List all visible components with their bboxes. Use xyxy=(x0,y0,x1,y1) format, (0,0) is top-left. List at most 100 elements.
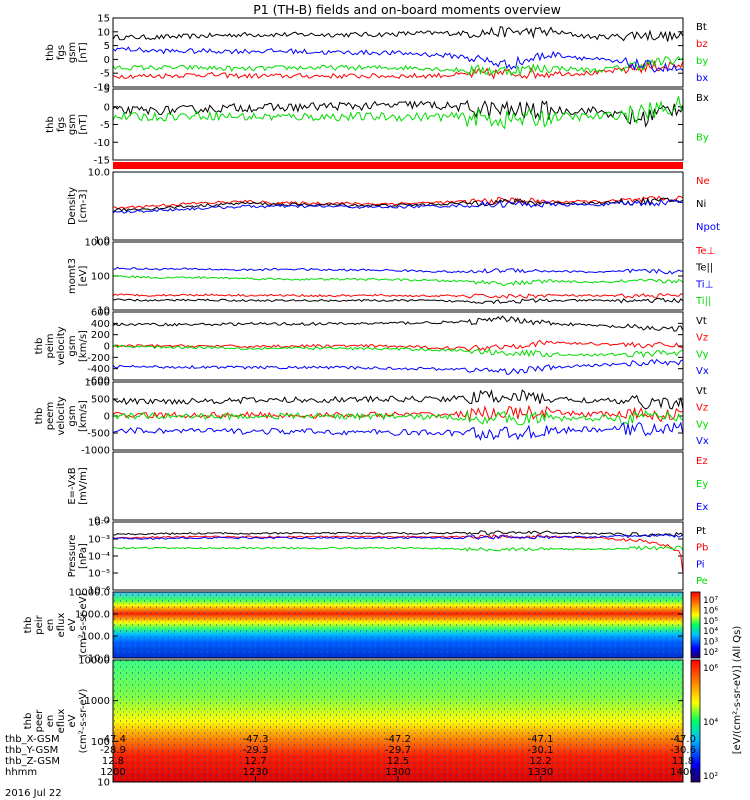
footer-value: -30.6 xyxy=(670,745,696,756)
ylabel-line: thb xyxy=(23,713,34,730)
series-bx xyxy=(112,46,684,73)
ytick-label: 10 xyxy=(97,306,110,317)
colorbar-tick: 10² xyxy=(703,648,718,658)
ylabel-line: [nT] xyxy=(78,42,89,62)
ytick-label: 10.0 xyxy=(88,168,110,179)
series-Bt xyxy=(112,25,684,42)
footer-value: 12.8 xyxy=(102,756,124,767)
footer-value: -28.9 xyxy=(100,745,126,756)
ylabel-line: velocity xyxy=(56,326,67,365)
series-Vt xyxy=(112,315,684,332)
series-label: Pt xyxy=(696,526,706,537)
ylabel-line: Pressure xyxy=(67,535,78,578)
footer-row-label: thb_X-GSM xyxy=(5,734,60,745)
ytick-label: 0 xyxy=(104,102,110,113)
series-Vz xyxy=(112,339,684,352)
ylabel-line: [km/s] xyxy=(78,330,89,362)
ytick-label: 10⁻⁶ xyxy=(88,586,110,597)
panel-2-frame xyxy=(112,88,684,161)
ylabel-line: [nT] xyxy=(78,114,89,134)
footer-value: 1330 xyxy=(528,767,553,778)
series-label: Pi xyxy=(696,559,705,570)
ylabel-line: gsm xyxy=(67,405,78,426)
ylabel-line: peir xyxy=(34,614,45,634)
series-label: bx xyxy=(696,73,708,84)
ylabel-line: eV xyxy=(67,714,78,727)
ylabel-line: thb xyxy=(34,408,45,425)
panel-6-ylabel: thb peem velocity gsm [km/s] xyxy=(34,396,89,435)
footer-value: -29.3 xyxy=(243,745,269,756)
series-label: Npot xyxy=(696,222,720,233)
series-label: Pe xyxy=(696,576,708,587)
series-label: Vy xyxy=(696,349,709,360)
panel-3-ylabel: Density [cm-3] xyxy=(67,187,89,225)
footer-value: -47.4 xyxy=(100,734,126,745)
ytick-label: -5 xyxy=(100,69,110,80)
panel-8-ylabel: Pressure [nPa] xyxy=(67,535,89,578)
ytick-label: 1000 xyxy=(85,238,110,249)
ylabel-line: peem xyxy=(45,402,56,430)
panel-4-ylabel: momt3 [eV] xyxy=(67,258,89,294)
panel-3: 10.0 1.0 Ne Ni Npot xyxy=(88,168,720,247)
series-label: Pb xyxy=(696,543,708,554)
series-label: Bx xyxy=(696,93,709,104)
separator-band xyxy=(113,162,683,169)
footer-value: -29.7 xyxy=(385,745,411,756)
ytick-label: -5 xyxy=(100,120,110,131)
series-Bx xyxy=(112,99,684,128)
series-Ti|| xyxy=(112,274,684,286)
panel-6-frame xyxy=(112,381,684,451)
ytick-label: 100.0 xyxy=(81,632,110,643)
series-label: Ti|| xyxy=(695,296,711,307)
colorbar-tick: 10⁶ xyxy=(703,606,718,616)
series-label: by xyxy=(696,56,708,67)
ylabel-line: momt3 xyxy=(67,258,78,294)
panel-8: 10⁻² 10⁻³ 10⁻⁴ 10⁻⁵ 10⁻⁶ Pt Pb Pi Pe xyxy=(88,518,708,597)
ylabel-line: peim xyxy=(45,333,56,358)
footer-row-label: thb_Z-GSM xyxy=(5,756,60,767)
ytick-label: 10000.0 xyxy=(69,588,110,599)
panel-7: 0.0 Ez Ey Ex xyxy=(94,451,708,527)
colorbar-label: [eV/(cm²-s-sr-eV)] (All Qs) xyxy=(732,626,743,755)
ytick-label: 0.0 xyxy=(94,516,110,527)
ytick-label: 10⁻³ xyxy=(88,535,110,546)
ylabel-line: [mV/m] xyxy=(78,467,89,505)
panel-7-ylabel: E=-VxB [mV/m] xyxy=(67,467,89,505)
footer-value: -47.2 xyxy=(385,734,411,745)
ytick-label: 10.0 xyxy=(88,654,110,665)
series-label: Vz xyxy=(696,403,708,414)
colorbar-1 xyxy=(690,591,701,659)
series-label: Ni xyxy=(696,199,706,210)
ytick-label: -200 xyxy=(87,353,110,364)
footer-row-label: hhmm xyxy=(5,767,37,778)
ylabel-line: thb xyxy=(34,338,45,355)
series-By xyxy=(112,96,684,130)
ytick-label: 1000.0 xyxy=(75,610,110,621)
ylabel-line: (cm²-s-sr-eV) xyxy=(78,593,89,658)
panel-7-frame xyxy=(112,451,684,521)
footer-value: 12.5 xyxy=(387,756,409,767)
ytick-label: 5 xyxy=(104,85,110,96)
ytick-label: 100 xyxy=(91,272,110,283)
ytick-label: 10⁻² xyxy=(88,518,110,529)
series-label: Vt xyxy=(696,316,707,327)
footer-value: -47.1 xyxy=(528,734,554,745)
ylabel-line: (cm²-s-sr-eV) xyxy=(78,689,89,754)
footer-value: 11.8 xyxy=(672,756,694,767)
panel-2-ylabel: thb fgs gsm [nT] xyxy=(45,114,89,135)
footer-value: 1400 xyxy=(670,767,695,778)
series-bz xyxy=(112,59,684,80)
series-Pb xyxy=(112,534,684,575)
series-label: By xyxy=(696,132,709,143)
series-Pi xyxy=(112,533,684,540)
panel-9-frame xyxy=(112,591,684,659)
ytick-label: 15 xyxy=(97,14,110,25)
ylabel-line: thb xyxy=(23,617,34,634)
ytick-label: 0 xyxy=(104,55,110,66)
ylabel-line: [eV] xyxy=(78,266,89,287)
series-label: Ne xyxy=(696,176,710,187)
panel-10: 10000 1000 100 10 xyxy=(78,656,684,789)
ytick-label: -400 xyxy=(87,364,110,375)
